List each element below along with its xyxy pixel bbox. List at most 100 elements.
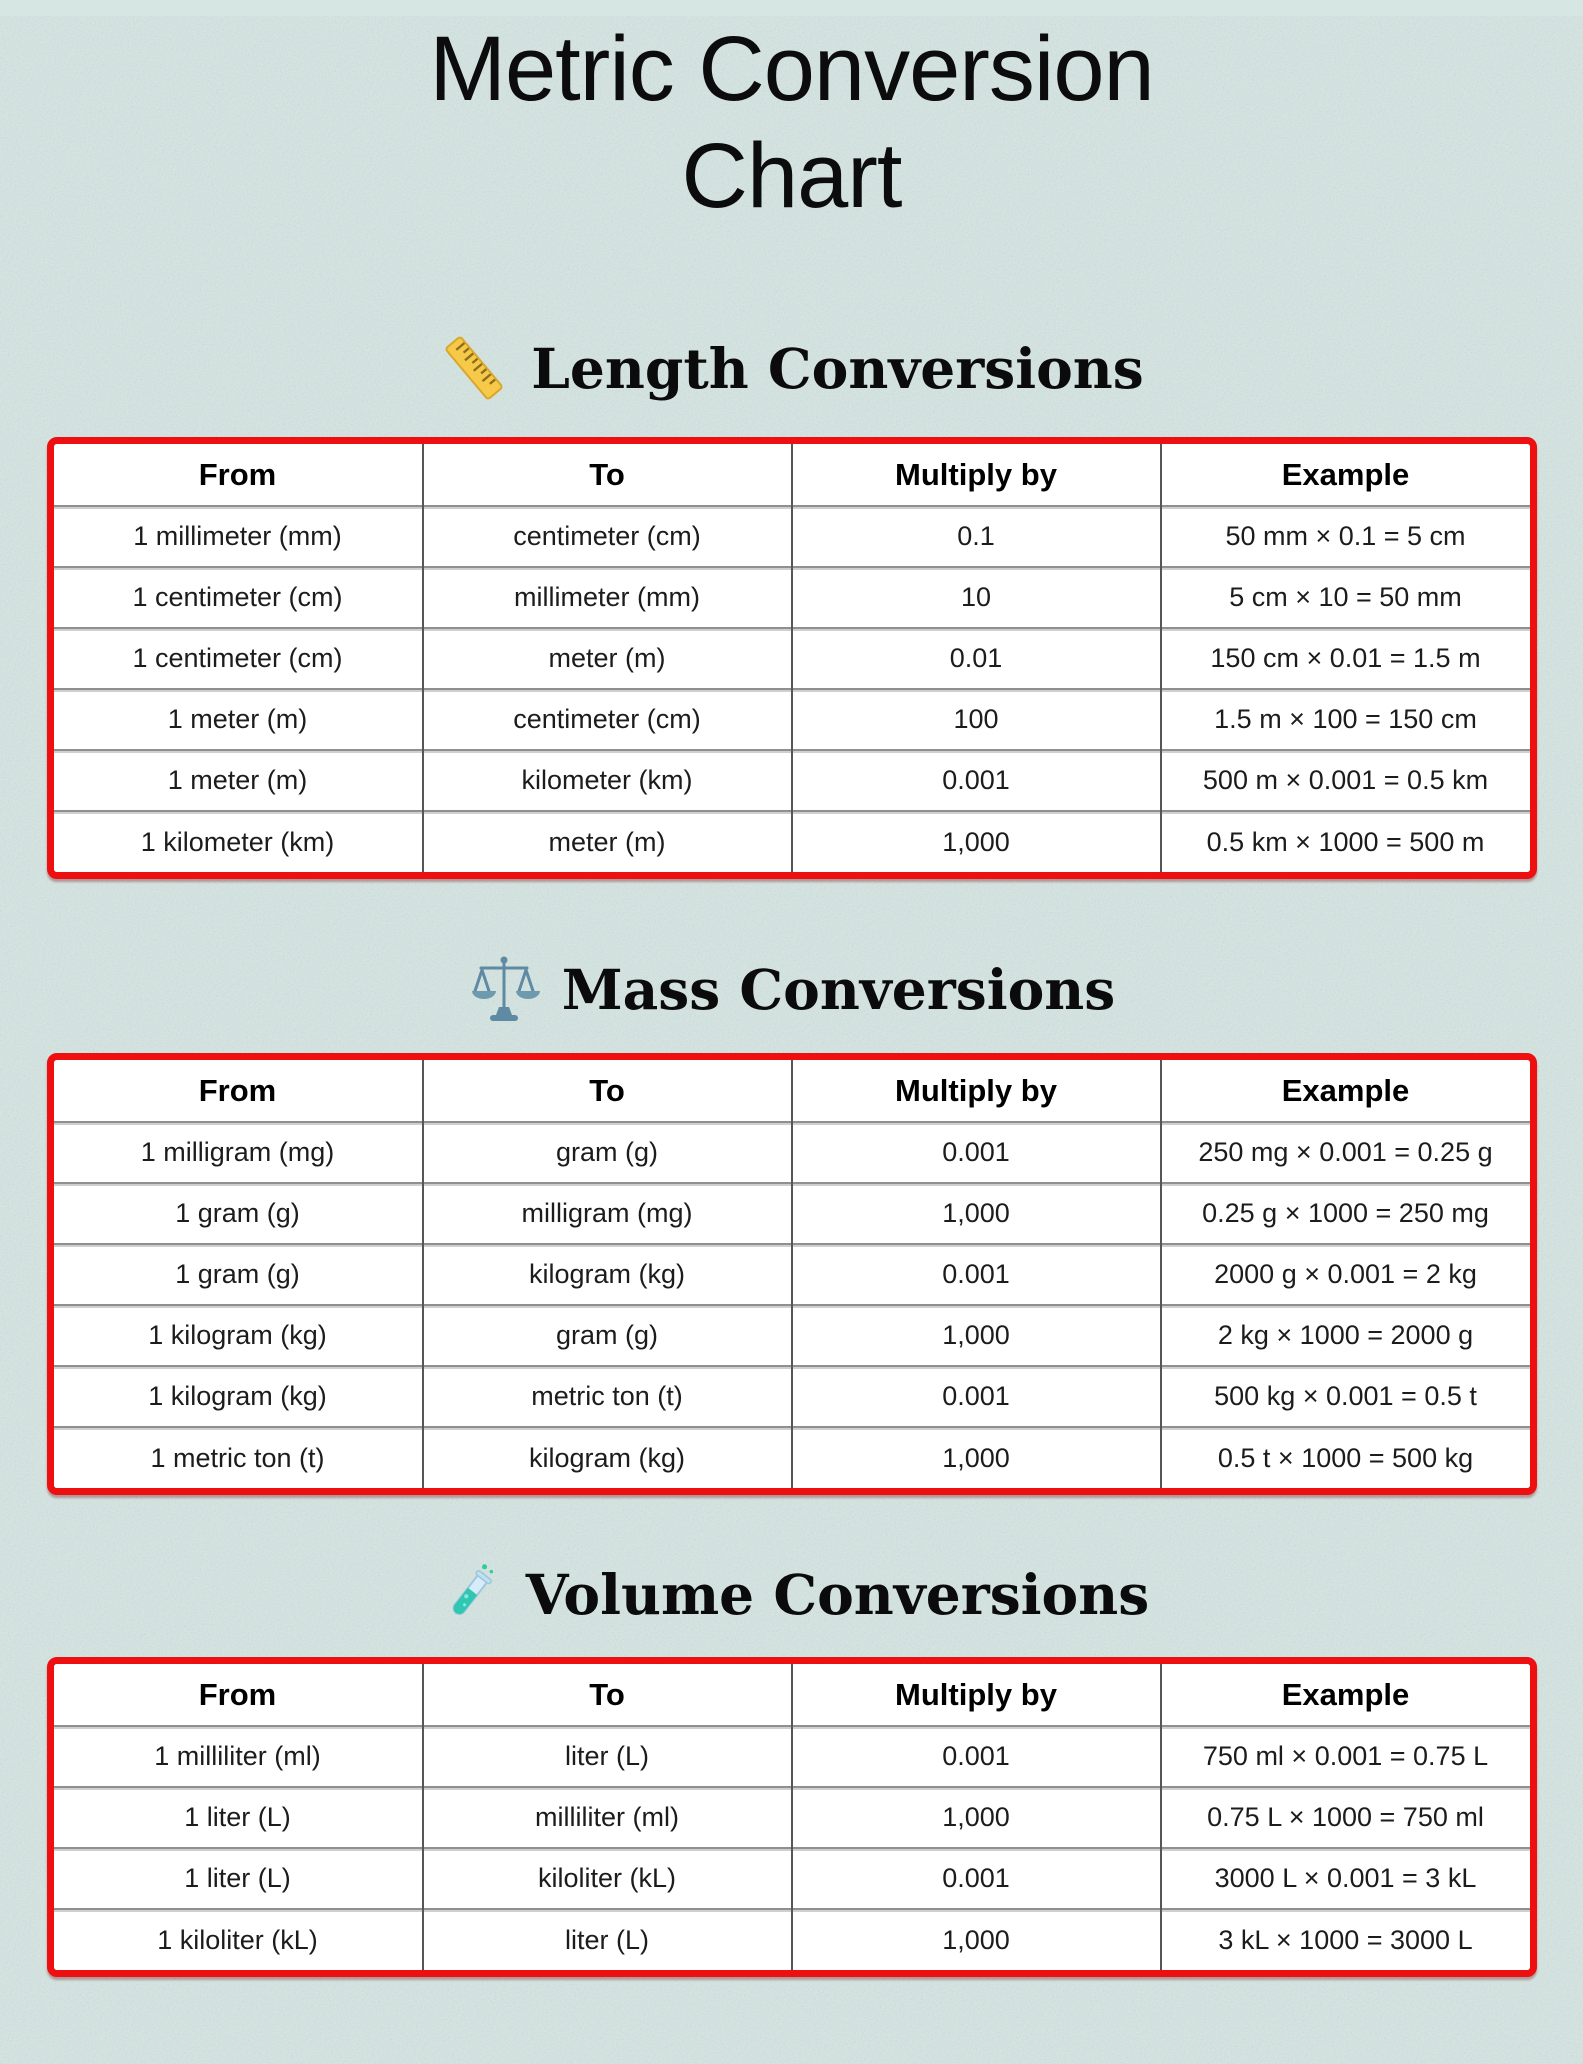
cell-to: milligram (mg) [421,1182,792,1245]
cell-example: 250 mg × 0.001 = 0.25 g [1159,1121,1530,1184]
volume-heading: Volume Conversions [0,1559,1583,1629]
cell-to: liter (L) [421,1908,792,1971]
cell-example: 3 kL × 1000 = 3000 L [1159,1908,1530,1971]
cell-from: 1 gram (g) [53,1182,423,1245]
table-row: 1 kilogram (kg) metric ton (t) 0.001 500… [53,1365,1530,1428]
cell-multiplier: 1,000 [790,1908,1161,1971]
header-row: From To Multiply by Example [53,1060,1530,1123]
cell-multiplier: 100 [790,688,1161,751]
table-row: 1 millimeter (mm) centimeter (cm) 0.1 50… [53,505,1530,568]
col-header-multiply-by: Multiply by [790,444,1161,507]
table-row: 1 kilogram (kg) gram (g) 1,000 2 kg × 10… [53,1304,1530,1367]
cell-from: 1 centimeter (cm) [53,566,423,629]
cell-to: kilogram (kg) [421,1243,792,1306]
cell-example: 0.25 g × 1000 = 250 mg [1159,1182,1530,1245]
col-header-multiply-by: Multiply by [790,1664,1161,1727]
cell-to: gram (g) [421,1304,792,1367]
cell-from: 1 liter (L) [53,1786,423,1849]
volume-table-frame: From To Multiply by Example 1 milliliter… [46,1657,1537,1978]
cell-example: 2 kg × 1000 = 2000 g [1159,1304,1530,1367]
length-heading-label: Length Conversions [531,335,1144,401]
cell-example: 150 cm × 0.01 = 1.5 m [1159,627,1530,690]
header-row: From To Multiply by Example [53,444,1530,507]
cell-from: 1 kiloliter (kL) [53,1908,423,1971]
mass-heading-label: Mass Conversions [561,956,1116,1022]
col-header-from: From [53,444,423,507]
cell-from: 1 milliliter (ml) [53,1725,423,1788]
ruler-icon [439,333,509,403]
test-tube-icon [434,1559,504,1629]
col-header-example: Example [1159,444,1530,507]
poster-page: Metric Conversion Chart [0,16,1583,1978]
cell-from: 1 centimeter (cm) [53,627,423,690]
col-header-multiply-by: Multiply by [790,1060,1161,1123]
cell-to: millimeter (mm) [421,566,792,629]
cell-to: gram (g) [421,1121,792,1184]
cell-multiplier: 1,000 [790,1304,1161,1367]
table-row: 1 metric ton (t) kilogram (kg) 1,000 0.5… [53,1426,1530,1489]
cell-from: 1 gram (g) [53,1243,423,1306]
cell-to: centimeter (cm) [421,505,792,568]
page-title: Metric Conversion Chart [0,16,1583,229]
cell-to: milliliter (ml) [421,1786,792,1849]
cell-example: 0.5 km × 1000 = 500 m [1159,810,1530,873]
cell-multiplier: 1,000 [790,810,1161,873]
col-header-from: From [53,1060,423,1123]
cell-from: 1 metric ton (t) [53,1426,423,1489]
mass-table-frame: From To Multiply by Example 1 milligram … [46,1053,1537,1496]
cell-multiplier: 10 [790,566,1161,629]
cell-example: 2000 g × 0.001 = 2 kg [1159,1243,1530,1306]
length-table-frame: From To Multiply by Example 1 millimeter… [46,437,1537,880]
page-title-line2: Chart [681,124,903,227]
table-row: 1 liter (L) milliliter (ml) 1,000 0.75 L… [53,1786,1530,1849]
cell-from: 1 kilogram (kg) [53,1365,423,1428]
cell-multiplier: 0.01 [790,627,1161,690]
mass-section: Mass Conversions From To Multiply by Exa… [0,953,1583,1496]
cell-from: 1 millimeter (mm) [53,505,423,568]
table-row: 1 gram (g) kilogram (kg) 0.001 2000 g × … [53,1243,1530,1306]
cell-multiplier: 1,000 [790,1786,1161,1849]
cell-from: 1 liter (L) [53,1847,423,1910]
cell-example: 500 kg × 0.001 = 0.5 t [1159,1365,1530,1428]
volume-section: Volume Conversions From To Multiply by E… [0,1559,1583,1978]
cell-example: 750 ml × 0.001 = 0.75 L [1159,1725,1530,1788]
volume-heading-label: Volume Conversions [525,1561,1150,1627]
length-table: From To Multiply by Example 1 millimeter… [53,444,1530,873]
cell-example: 1.5 m × 100 = 150 cm [1159,688,1530,751]
cell-from: 1 milligram (mg) [53,1121,423,1184]
header-row: From To Multiply by Example [53,1664,1530,1727]
col-header-example: Example [1159,1060,1530,1123]
col-header-from: From [53,1664,423,1727]
col-header-to: To [421,1664,792,1727]
cell-example: 50 mm × 0.1 = 5 cm [1159,505,1530,568]
cell-multiplier: 0.1 [790,505,1161,568]
col-header-to: To [421,444,792,507]
table-row: 1 centimeter (cm) millimeter (mm) 10 5 c… [53,566,1530,629]
scale-icon [468,953,540,1025]
table-row: 1 meter (m) kilometer (km) 0.001 500 m ×… [53,749,1530,812]
cell-from: 1 meter (m) [53,749,423,812]
cell-multiplier: 0.001 [790,1243,1161,1306]
cell-example: 3000 L × 0.001 = 3 kL [1159,1847,1530,1910]
cell-multiplier: 1,000 [790,1182,1161,1245]
mass-heading: Mass Conversions [0,953,1583,1025]
table-row: 1 kilometer (km) meter (m) 1,000 0.5 km … [53,810,1530,873]
cell-to: metric ton (t) [421,1365,792,1428]
cell-example: 500 m × 0.001 = 0.5 km [1159,749,1530,812]
table-row: 1 milliliter (ml) liter (L) 0.001 750 ml… [53,1725,1530,1788]
col-header-to: To [421,1060,792,1123]
cell-multiplier: 0.001 [790,1725,1161,1788]
cell-example: 0.75 L × 1000 = 750 ml [1159,1786,1530,1849]
cell-multiplier: 0.001 [790,1365,1161,1428]
cell-from: 1 kilogram (kg) [53,1304,423,1367]
cell-to: meter (m) [421,810,792,873]
volume-table: From To Multiply by Example 1 milliliter… [53,1664,1530,1971]
cell-to: meter (m) [421,627,792,690]
table-row: 1 milligram (mg) gram (g) 0.001 250 mg ×… [53,1121,1530,1184]
page-title-line1: Metric Conversion [429,18,1154,120]
mass-table: From To Multiply by Example 1 milligram … [53,1060,1530,1489]
table-row: 1 gram (g) milligram (mg) 1,000 0.25 g ×… [53,1182,1530,1245]
length-heading: Length Conversions [0,333,1583,403]
cell-to: kilogram (kg) [421,1426,792,1489]
cell-multiplier: 0.001 [790,1121,1161,1184]
